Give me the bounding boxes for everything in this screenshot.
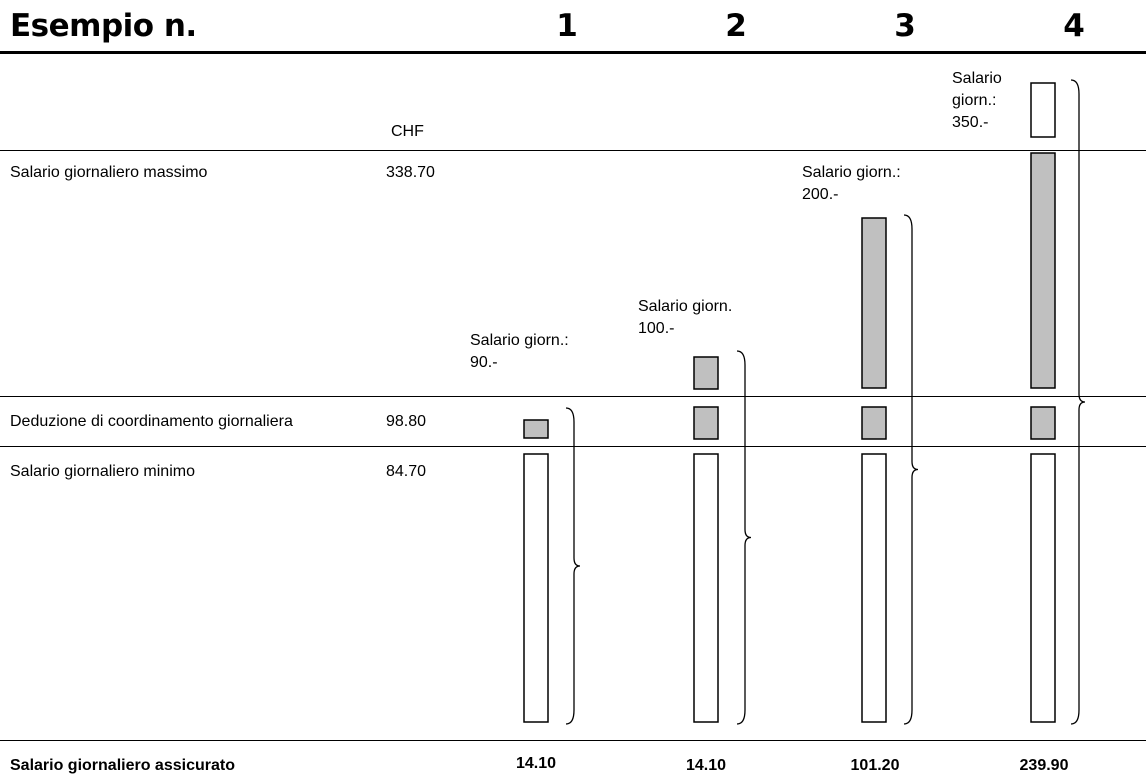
- row-value-max-salary: 338.70: [386, 164, 435, 181]
- ex3-brace: [903, 214, 919, 725]
- row-divider-insured: [0, 740, 1146, 741]
- insured-value-2: 14.10: [685, 757, 727, 774]
- row-label-max-salary: Salario giornaliero massimo: [10, 164, 208, 181]
- ex4-above-max-bar: [1030, 82, 1056, 138]
- ex2-salary-bar: [693, 356, 719, 390]
- ex2-brace: [736, 350, 752, 725]
- ex4-brace: [1070, 79, 1086, 725]
- ex4-max-bar: [1030, 152, 1056, 389]
- row-label-insured-salary: Salario giornaliero assicurato: [10, 757, 235, 774]
- row-divider-max: [0, 150, 1146, 151]
- row-label-deduction: Deduzione di coordinamento giornaliera: [10, 413, 293, 430]
- insured-value-1: 14.10: [515, 755, 557, 772]
- header-rule: [0, 51, 1146, 54]
- ex3-min-bar: [861, 453, 887, 723]
- row-divider-deduction: [0, 396, 1146, 397]
- ex3-salary-bar: [861, 217, 887, 389]
- diagram-title: Esempio n.: [10, 8, 197, 44]
- ex2-deduction-bar: [693, 406, 719, 440]
- insured-value-4: 239.90: [1019, 757, 1069, 774]
- example-number-3: 3: [894, 8, 916, 44]
- ex4-deduction-bar: [1030, 406, 1056, 440]
- ex1-brace: [565, 407, 581, 725]
- example-number-1: 1: [556, 8, 578, 44]
- row-value-deduction: 98.80: [386, 413, 427, 430]
- ex1-min-bar: [523, 453, 549, 723]
- currency-label: CHF: [391, 123, 424, 140]
- row-label-min-salary: Salario giornaliero minimo: [10, 463, 195, 480]
- daily-salary-note-1: Salario giorn.: 90.-: [470, 332, 569, 371]
- daily-salary-note-4: Salario giorn.: 350.-: [952, 70, 1002, 131]
- insured-value-3: 101.20: [850, 757, 900, 774]
- ex3-deduction-bar: [861, 406, 887, 440]
- daily-salary-note-3: Salario giorn.: 200.-: [802, 164, 901, 203]
- example-number-2: 2: [725, 8, 747, 44]
- example-number-4: 4: [1063, 8, 1085, 44]
- row-divider-min: [0, 446, 1146, 447]
- ex1-deduction-bar: [523, 419, 549, 439]
- ex2-min-bar: [693, 453, 719, 723]
- daily-salary-note-2: Salario giorn. 100.-: [638, 298, 733, 337]
- ex4-min-bar: [1030, 453, 1056, 723]
- row-value-min-salary: 84.70: [386, 463, 427, 480]
